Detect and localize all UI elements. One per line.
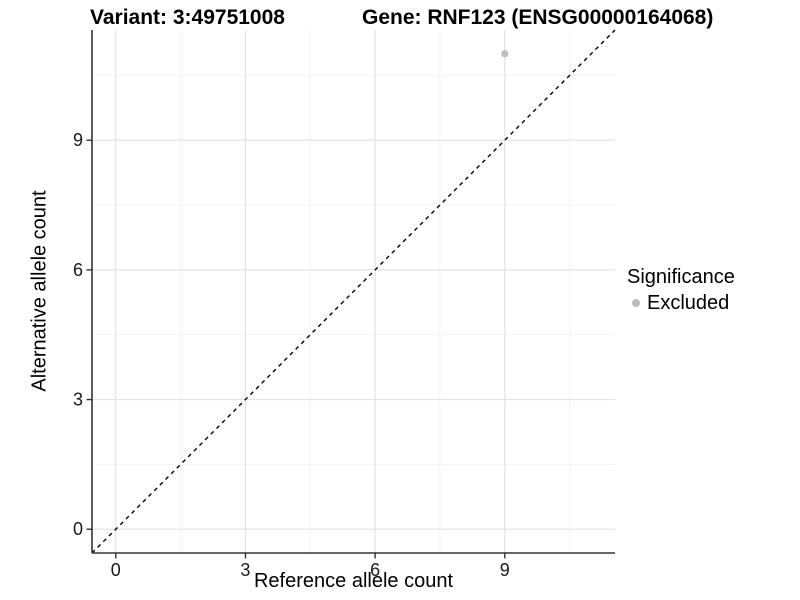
axis-ticks: 0 3 6 9 0 3 6 9 bbox=[73, 130, 510, 580]
data-point bbox=[501, 50, 509, 58]
legend: Significance Excluded bbox=[627, 266, 735, 314]
plot-title-gene: Gene: RNF123 (ENSG00000164068) bbox=[362, 6, 714, 29]
x-tick-label: 9 bbox=[500, 560, 510, 580]
identity-line bbox=[91, 29, 616, 554]
x-axis-title: Reference allele count bbox=[253, 570, 453, 592]
y-tick-label: 6 bbox=[73, 260, 83, 280]
x-tick-label: 6 bbox=[370, 560, 380, 580]
plot-title-variant: Variant: 3:49751008 bbox=[90, 6, 285, 29]
legend-item-excluded: Excluded bbox=[627, 292, 735, 314]
y-tick-label: 0 bbox=[73, 519, 83, 539]
y-tick-label: 9 bbox=[73, 130, 83, 150]
gridlines-minor bbox=[92, 30, 615, 553]
y-axis-title: Alternative allele count bbox=[28, 190, 51, 392]
gridlines-major bbox=[92, 30, 615, 553]
legend-item-label: Excluded bbox=[647, 292, 730, 314]
legend-point-icon bbox=[632, 299, 640, 307]
y-tick-label: 3 bbox=[73, 390, 83, 410]
x-tick-label: 0 bbox=[111, 560, 121, 580]
x-tick-label: 3 bbox=[240, 560, 250, 580]
legend-title: Significance bbox=[627, 266, 735, 288]
